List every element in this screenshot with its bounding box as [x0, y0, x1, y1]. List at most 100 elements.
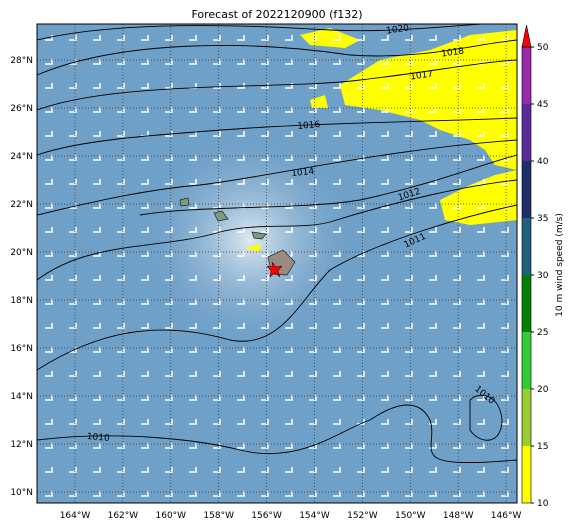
- colorbar-segment: [522, 446, 531, 503]
- wind-barb: [189, 107, 197, 113]
- wind-barb: [93, 395, 101, 401]
- wind-barb: [165, 419, 173, 425]
- wind-barb: [45, 203, 53, 209]
- wind-barb: [237, 395, 245, 401]
- wind-barb: [165, 251, 173, 257]
- wind-barb: [333, 35, 341, 41]
- islands: [179, 197, 296, 276]
- wind-barb: [453, 323, 461, 329]
- colorbar-tick-label: 10: [537, 499, 549, 509]
- wind-barb: [477, 275, 485, 281]
- storm-marker: [266, 261, 283, 278]
- wind-barb: [261, 83, 269, 89]
- lon-label: 152°W: [347, 511, 378, 521]
- wind-barb: [357, 227, 365, 233]
- wind-barb: [165, 299, 173, 305]
- wind-barb: [117, 35, 125, 41]
- wind-barb: [477, 323, 485, 329]
- wind-barb: [45, 59, 53, 65]
- wind-barb: [213, 155, 221, 161]
- wind-barb: [141, 491, 149, 497]
- isobar-label: 1020: [386, 23, 410, 36]
- wind-barb: [405, 179, 413, 185]
- colorbar-extend: [521, 24, 532, 48]
- wind-barb: [453, 443, 461, 449]
- wind-barb: [213, 59, 221, 65]
- isobars: [37, 24, 517, 463]
- wind-barb: [381, 299, 389, 305]
- wind-barb: [405, 275, 413, 281]
- wind-barb: [501, 491, 509, 497]
- colorbar-tick-label: 45: [537, 100, 548, 110]
- wind-barb: [69, 419, 77, 425]
- wind-barb: [501, 443, 509, 449]
- wind-barb: [501, 371, 509, 377]
- isobar-label: 1014: [291, 167, 315, 179]
- wind-barb: [69, 131, 77, 137]
- wind-barb: [189, 275, 197, 281]
- wind-barb: [429, 395, 437, 401]
- map-title: Forecast of 2022120900 (f132): [191, 8, 362, 21]
- wind-barb: [213, 35, 221, 41]
- wind-barb: [357, 59, 365, 65]
- wind-barb: [261, 35, 269, 41]
- wind-barb: [69, 299, 77, 305]
- wind-barb: [45, 395, 53, 401]
- wind-barb: [261, 179, 269, 185]
- wind-barb: [285, 203, 293, 209]
- wind-barb: [141, 203, 149, 209]
- wind-barb: [381, 251, 389, 257]
- wind-barb: [309, 107, 317, 113]
- wind-barb: [309, 35, 317, 41]
- wind-barb: [285, 395, 293, 401]
- wind-barb: [93, 347, 101, 353]
- wind-barb: [429, 107, 437, 113]
- lat-label: 24°N: [10, 152, 33, 162]
- wind-barb: [381, 371, 389, 377]
- wind-barb: [453, 299, 461, 305]
- wind-barb: [333, 155, 341, 161]
- wind-barb: [357, 83, 365, 89]
- wind-barb: [117, 227, 125, 233]
- wind-barb: [309, 419, 317, 425]
- wind-barb: [237, 179, 245, 185]
- wind-barb: [165, 323, 173, 329]
- wind-barb: [261, 107, 269, 113]
- wind-barb: [237, 155, 245, 161]
- wind-barb: [381, 395, 389, 401]
- colorbar-segment: [522, 218, 531, 275]
- colorbar-tick-label: 35: [537, 214, 548, 224]
- wind-barb: [69, 275, 77, 281]
- wind-barb: [405, 83, 413, 89]
- wind-barb: [69, 179, 77, 185]
- wind-barb: [117, 347, 125, 353]
- wind-barb: [309, 275, 317, 281]
- wind-barb: [357, 323, 365, 329]
- wind-barb: [189, 323, 197, 329]
- wind-barb: [93, 491, 101, 497]
- wind-barb: [333, 347, 341, 353]
- wind-barb: [333, 299, 341, 305]
- wind-barb: [333, 323, 341, 329]
- wind-barb: [93, 59, 101, 65]
- wind-barb: [285, 155, 293, 161]
- wind-barb: [141, 35, 149, 41]
- wind-barb: [357, 371, 365, 377]
- wind-barb: [501, 419, 509, 425]
- wind-barb: [189, 59, 197, 65]
- lon-label: 164°W: [60, 511, 91, 521]
- wind-barb: [381, 491, 389, 497]
- wind-barb: [357, 107, 365, 113]
- wind-barb: [477, 347, 485, 353]
- wind-barb: [189, 419, 197, 425]
- wind-barb: [237, 467, 245, 473]
- wind-barb: [405, 131, 413, 137]
- wind-barb: [405, 347, 413, 353]
- wind-barb: [405, 395, 413, 401]
- wind-barb: [285, 323, 293, 329]
- wind-barb: [213, 371, 221, 377]
- wind-barb: [453, 227, 461, 233]
- wind-barb: [477, 419, 485, 425]
- wind-barb: [309, 371, 317, 377]
